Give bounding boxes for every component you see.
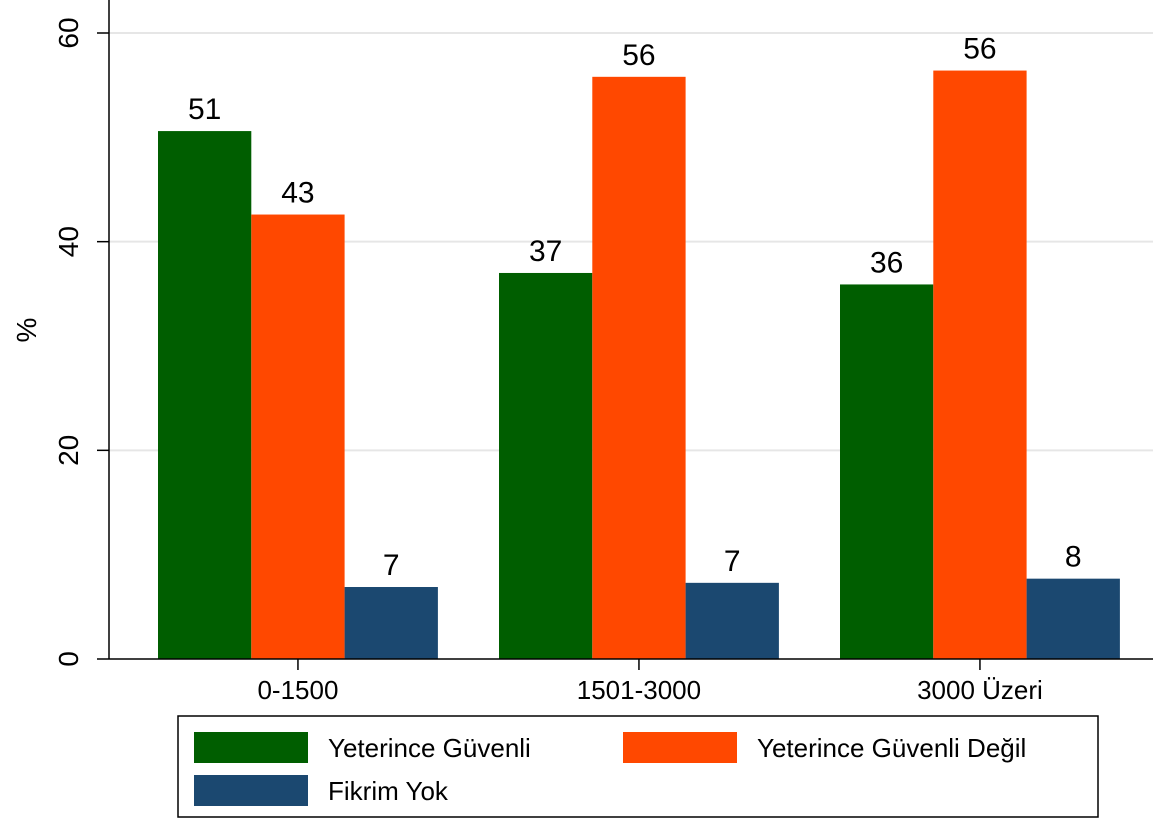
bar bbox=[592, 76, 686, 659]
bar bbox=[933, 70, 1027, 659]
data-label: 8 bbox=[1065, 541, 1082, 574]
data-label: 43 bbox=[281, 177, 314, 210]
data-labels: 51 43 7 37 56 7 36 56 8 bbox=[188, 33, 1082, 582]
bar bbox=[840, 284, 934, 659]
data-label: 36 bbox=[870, 246, 903, 279]
legend-swatch bbox=[194, 775, 308, 806]
data-label: 56 bbox=[963, 33, 996, 66]
legend-swatch bbox=[194, 732, 308, 763]
x-category-label: 0-1500 bbox=[257, 675, 338, 705]
bar bbox=[158, 131, 252, 659]
axes bbox=[108, 0, 1153, 660]
bars bbox=[158, 70, 1120, 660]
legend: Yeterince Güvenli Yeterince Güvenli Değil… bbox=[177, 715, 1099, 818]
bar bbox=[499, 272, 593, 659]
y-tick-label: 40 bbox=[53, 226, 84, 257]
legend-box bbox=[177, 715, 1099, 818]
data-label: 51 bbox=[188, 93, 221, 126]
legend-swatch bbox=[623, 732, 737, 763]
y-tick-label: 0 bbox=[53, 651, 84, 667]
x-category-label: 1501-3000 bbox=[577, 675, 701, 705]
y-ticks: 0 20 40 60 bbox=[53, 17, 109, 667]
bar bbox=[1026, 578, 1120, 659]
x-categories: 0-1500 1501-3000 3000 Üzeri bbox=[257, 659, 1043, 705]
y-tick-label: 60 bbox=[53, 17, 84, 48]
data-label: 7 bbox=[724, 545, 741, 578]
bar bbox=[685, 582, 779, 659]
y-tick-label: 20 bbox=[53, 435, 84, 466]
data-label: 56 bbox=[622, 39, 655, 72]
bar bbox=[251, 214, 345, 660]
bar bbox=[344, 587, 438, 659]
legend-label: Yeterince Güvenli Değil bbox=[757, 733, 1026, 763]
y-axis-label: % bbox=[11, 318, 42, 343]
legend-label: Yeterince Güvenli bbox=[328, 733, 531, 763]
data-label: 37 bbox=[529, 235, 562, 268]
x-category-label: 3000 Üzeri bbox=[917, 675, 1043, 705]
data-label: 7 bbox=[383, 549, 400, 582]
legend-label: Fikrim Yok bbox=[328, 776, 449, 806]
